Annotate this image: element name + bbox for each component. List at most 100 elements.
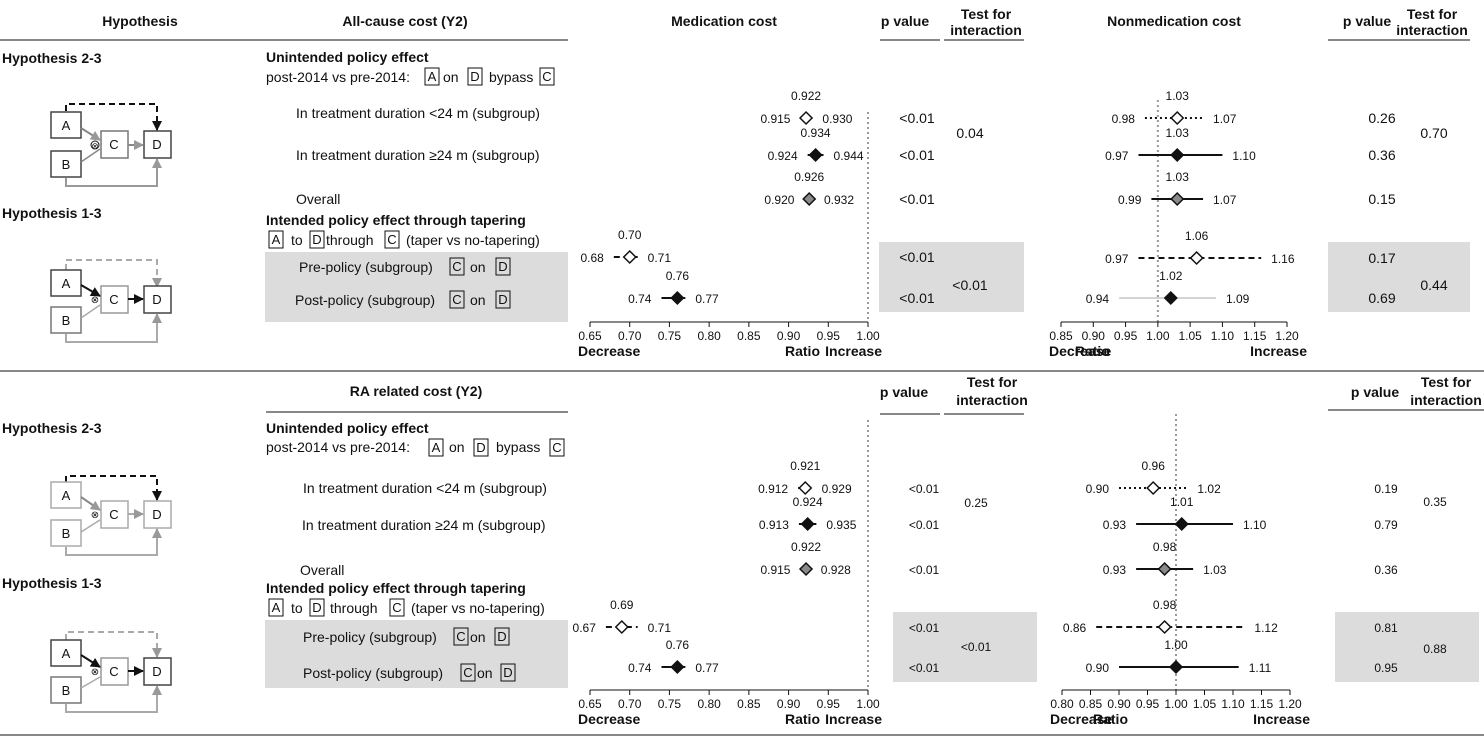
x-tick-label: 0.85 <box>737 329 761 343</box>
ci-upper-label: 0.929 <box>822 482 852 496</box>
ci-lower-label: 0.97 <box>1105 149 1129 163</box>
p-value-header: p value <box>881 13 929 29</box>
estimate-label: 1.00 <box>1164 638 1188 652</box>
x-tick-label: 0.70 <box>618 697 642 711</box>
svg-text:⊗: ⊗ <box>91 295 99 306</box>
axis-ratio-label: Ratio <box>1075 343 1110 359</box>
estimate-marker <box>800 516 815 532</box>
svg-text:on: on <box>470 259 486 275</box>
row-label: In treatment duration ≥24 m (subgroup) <box>302 517 545 533</box>
ci-upper-label: 1.11 <box>1249 661 1272 675</box>
svg-text:B: B <box>62 526 71 541</box>
ci-lower-label: 0.920 <box>764 193 794 207</box>
ci-lower-label: 0.93 <box>1103 563 1127 577</box>
svg-text:A: A <box>62 276 71 291</box>
svg-text:A: A <box>428 69 437 84</box>
test-interaction-header-2-nonmed-l2: interaction <box>1410 392 1482 408</box>
p-value: <0.01 <box>909 621 940 635</box>
unintended-title-2: Unintended policy effect <box>266 420 429 436</box>
interaction-p-value: 0.88 <box>1423 642 1447 656</box>
svg-text:to: to <box>291 600 303 616</box>
estimate-marker <box>1168 659 1184 675</box>
estimate-marker <box>622 249 637 265</box>
dag-diagram-h13-2: A B C D ⊗ <box>50 631 172 713</box>
svg-text:Post-policy (subgroup): Post-policy (subgroup) <box>303 665 443 681</box>
row-label-post: Post-policy (subgroup) C on D <box>295 290 511 309</box>
svg-text:A: A <box>272 600 281 615</box>
ci-lower-label: 0.98 <box>1112 112 1136 126</box>
ci-lower-label: 0.915 <box>760 563 790 577</box>
p-value: <0.01 <box>899 191 935 207</box>
svg-text:D: D <box>152 292 161 307</box>
ci-upper-label: 1.16 <box>1271 252 1295 266</box>
p-value-header-2: p value <box>880 384 928 400</box>
svg-text:C: C <box>456 629 465 644</box>
test-interaction-header-l1: Test for <box>961 6 1012 22</box>
row-label-pre: Pre-policy (subgroup) C on D <box>299 257 511 276</box>
hypothesis-2-3-label-2: Hypothesis 2-3 <box>2 420 102 436</box>
svg-text:D: D <box>503 665 512 680</box>
p-value: <0.01 <box>909 661 940 675</box>
ci-lower-label: 0.74 <box>628 292 652 306</box>
p-value: 0.69 <box>1368 290 1395 306</box>
ci-upper-label: 0.71 <box>648 621 672 635</box>
estimate-label: 0.934 <box>801 126 831 140</box>
row-label-pre-2: Pre-policy (subgroup) C on D <box>303 627 510 646</box>
ci-upper-label: 1.12 <box>1254 621 1278 635</box>
axis-increase-label: Increase <box>1253 711 1310 727</box>
interaction-p-value: 0.35 <box>1423 495 1447 509</box>
x-tick-label: 0.80 <box>697 329 721 343</box>
svg-text:(taper vs no-tapering): (taper vs no-tapering) <box>411 600 545 616</box>
hypothesis-1-3-label: Hypothesis 1-3 <box>2 205 102 221</box>
svg-text:D: D <box>152 507 161 522</box>
ci-upper-label: 0.928 <box>821 563 851 577</box>
x-tick-label: 1.00 <box>856 697 880 711</box>
ci-upper-label: 0.930 <box>822 112 852 126</box>
forest-plot-ra-medication: 0.65 0.70 0.75 0.80 0.85 0.90 0.95 1.00 Decrease… <box>573 420 992 727</box>
forest-plot-allcause-medication: 0.65 0.70 0.75 0.80 0.85 0.90 0.95 1.00 Decrease… <box>578 89 988 359</box>
p-value: 0.15 <box>1368 191 1395 207</box>
axis-decrease-label: Decrease <box>578 711 640 727</box>
intended-desc: A to D through C (taper vs no-tapering) <box>268 230 540 249</box>
unintended-title: Unintended policy effect <box>266 49 429 65</box>
ci-upper-label: 1.07 <box>1213 193 1237 207</box>
x-tick-label: 1.00 <box>1146 329 1170 343</box>
test-interaction-header-nonmed-l1: Test for <box>1407 6 1458 22</box>
estimate-label: 0.96 <box>1142 459 1166 473</box>
svg-text:C: C <box>109 664 118 679</box>
ci-lower-label: 0.67 <box>573 621 597 635</box>
test-interaction-header-l2: interaction <box>950 22 1022 38</box>
row-label: In treatment duration ≥24 m (subgroup) <box>296 147 539 163</box>
medication-cost-header: Medication cost <box>671 13 777 29</box>
x-tick-label: 0.90 <box>1107 697 1131 711</box>
test-interaction-header-2-l2: interaction <box>956 392 1028 408</box>
dag-diagram-h23: A B C D ⊗ <box>50 103 172 187</box>
test-interaction-header-nonmed-l2: interaction <box>1396 22 1468 38</box>
x-tick-label: 1.20 <box>1275 329 1299 343</box>
svg-text:C: C <box>542 69 551 84</box>
x-tick-label: 1.15 <box>1243 329 1267 343</box>
x-tick-label: 0.95 <box>817 697 841 711</box>
ci-lower-label: 0.68 <box>580 251 604 265</box>
svg-text:D: D <box>498 259 507 274</box>
estimate-marker <box>1170 191 1185 207</box>
svg-text:through: through <box>326 232 373 248</box>
ci-lower-label: 0.915 <box>760 112 790 126</box>
interaction-p-value: 0.70 <box>1420 125 1447 141</box>
x-tick-label: 0.95 <box>817 329 841 343</box>
ci-upper-label: 0.77 <box>695 292 719 306</box>
estimate-label: 0.76 <box>666 269 690 283</box>
svg-text:D: D <box>152 664 161 679</box>
ci-upper-label: 1.09 <box>1226 292 1250 306</box>
x-tick-label: 0.70 <box>618 329 642 343</box>
estimate-marker <box>798 110 814 126</box>
x-tick-label: 1.10 <box>1211 329 1235 343</box>
ci-lower-label: 0.90 <box>1086 482 1110 496</box>
ci-lower-label: 0.94 <box>1086 292 1110 306</box>
hypothesis-1-3-label-2: Hypothesis 1-3 <box>2 575 102 591</box>
estimate-marker <box>670 659 685 675</box>
svg-text:D: D <box>152 137 161 152</box>
x-tick-label: 0.90 <box>777 329 801 343</box>
hypothesis-2-3-label: Hypothesis 2-3 <box>2 50 102 66</box>
ci-upper-label: 0.77 <box>695 661 719 675</box>
